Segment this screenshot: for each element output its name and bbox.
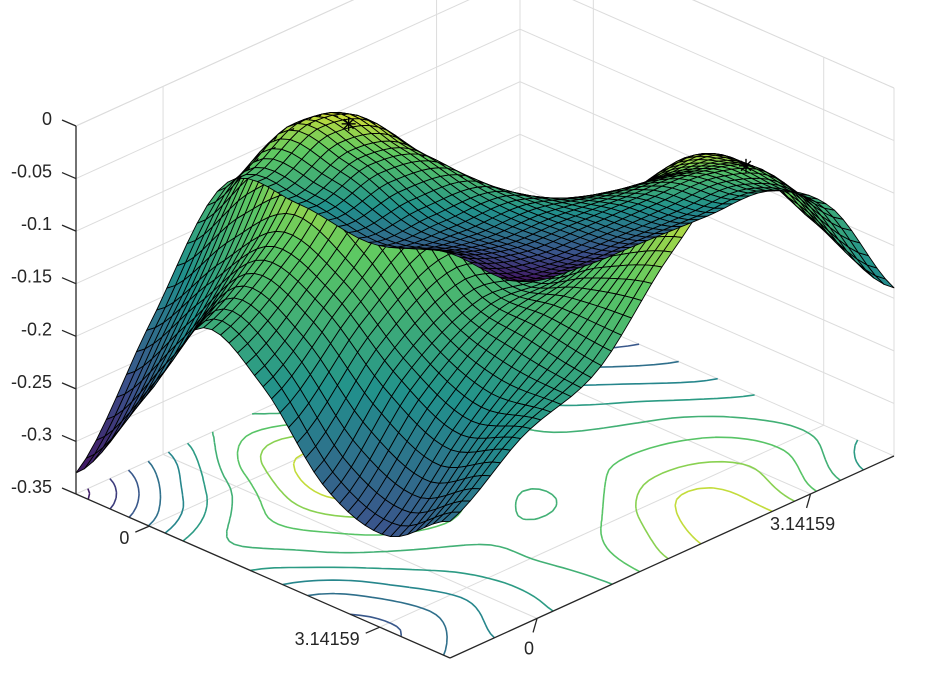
z-tick-mark [61, 277, 77, 285]
z-tick-mark [61, 224, 77, 232]
z-tick-label: -0.35 [11, 477, 52, 497]
y-tick-label: 3.14159 [770, 514, 835, 534]
x-axis-line [75, 493, 451, 659]
z-tick-label: -0.2 [21, 319, 52, 339]
marker-stroke [343, 118, 355, 130]
maximum-marker [739, 158, 753, 173]
y-grid-line [162, 86, 538, 619]
y-tick-label: 0 [524, 638, 534, 658]
z-tick-mark [61, 434, 77, 443]
z-tick-label: -0.3 [21, 424, 52, 444]
axis-layer: 0 -0.05 -0.1 -0.15 -0.2 -0.25 -0.3 -0.35 0 3.1415… [11, 109, 895, 659]
y-tick-mark [532, 618, 538, 633]
z-tick-mark [61, 382, 77, 390]
z-tick-label: -0.15 [11, 267, 52, 287]
z-tick-label: 0 [42, 109, 52, 129]
marker-layer [341, 116, 753, 173]
z-tick-label: -0.05 [11, 162, 52, 182]
surface-patch [75, 453, 96, 474]
z-tick-label: -0.25 [11, 372, 52, 392]
x-grid-line [379, 57, 825, 628]
x-tick-label: 3.14159 [295, 629, 360, 649]
x-tick-label: 0 [119, 528, 129, 548]
z-grid-line [75, 0, 895, 180]
y-axis-line [449, 455, 895, 659]
x-tick-mark [135, 525, 150, 533]
maximum-marker [341, 116, 356, 131]
marker-stroke [740, 160, 752, 172]
z-grid-line [75, 0, 895, 127]
z-tick-mark [61, 119, 77, 127]
y-tick-mark [805, 493, 812, 509]
z-tick-mark [61, 487, 77, 495]
x-tick-mark [365, 626, 380, 634]
z-tick-mark [61, 329, 77, 337]
surface-layer [75, 111, 895, 538]
z-tick-label: -0.1 [21, 214, 52, 234]
z-tick-mark [61, 171, 77, 180]
pane-edge [692, 0, 895, 89]
pane-edge [75, 0, 355, 127]
